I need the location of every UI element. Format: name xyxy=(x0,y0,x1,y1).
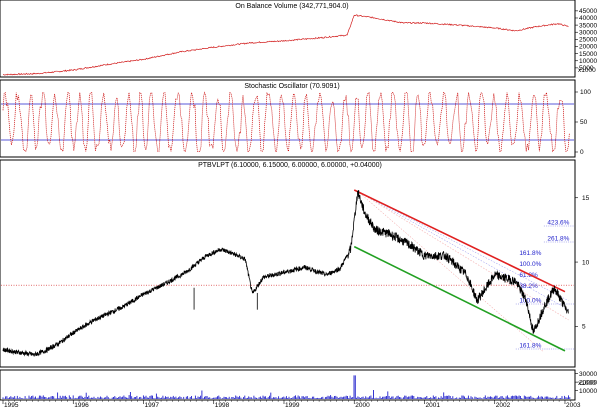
price-tick-label: 5 xyxy=(582,324,586,331)
volume-tick-label: 30000 xyxy=(579,371,597,378)
obv-tick-label: 25000 xyxy=(579,37,597,44)
obv-tick-label: 45000 xyxy=(579,8,597,15)
obv-tick-label: 10000 xyxy=(579,58,597,65)
x-tick-label: 1995 xyxy=(4,402,19,408)
volume-panel-frame xyxy=(0,369,576,401)
axis-layer: 1995 1996 1997 1998 1999 2000 2001 2002 2003 xyxy=(2,400,581,408)
obv-tick-label: 5000 xyxy=(579,65,594,72)
price-panel-frame xyxy=(0,159,576,368)
fib-minor-label: 100.0% xyxy=(519,261,541,268)
price-layer: 423.6% 261.8% 100.0% 161.8% 161.8% 100.0% 61.8… xyxy=(1,189,590,358)
x-tick-label: 2002 xyxy=(496,402,511,408)
stochastic-line xyxy=(2,91,570,153)
volume-tick-label: 20000 xyxy=(579,379,597,386)
stochastic-panel-frame xyxy=(0,79,576,158)
fib-label: 161.8% xyxy=(519,343,541,350)
stochastic-layer: 100 50 0 xyxy=(1,89,591,156)
obv-unit-label: x1000 xyxy=(578,67,596,74)
x-tick-label: 1999 xyxy=(285,402,300,408)
obv-layer: 4500040000350003000025000200001500010000… xyxy=(2,8,597,76)
x-tick-label: 2003 xyxy=(566,402,581,408)
obv-tick-label: 40000 xyxy=(579,15,597,22)
fan-line xyxy=(357,191,545,353)
obv-tick-label: 35000 xyxy=(579,22,597,29)
stochastic-title: Stochastic Oscillator (70.9091) xyxy=(244,83,339,90)
volume-unit-label: x1000 xyxy=(578,380,596,387)
price-tick-label: 15 xyxy=(582,195,590,202)
fib-minor-label: 161.8% xyxy=(519,250,541,257)
obv-tick-label: 30000 xyxy=(579,29,597,36)
obv-line xyxy=(2,14,569,76)
obv-tick-label: 20000 xyxy=(579,44,597,51)
price-title: PTBVLPT (6.10000, 6.15000, 6.00000, 6.00… xyxy=(198,162,382,169)
fan-line xyxy=(357,191,569,321)
obv-tick-label: 15000 xyxy=(579,51,597,58)
x-tick-label: 2000 xyxy=(355,402,370,408)
price-tick-label: 10 xyxy=(582,259,590,266)
stochastic-tick-label: 0 xyxy=(580,149,584,156)
obv-title: On Balance Volume (342,771,904.0) xyxy=(235,3,348,10)
fib-minor-label: 61.8% xyxy=(519,272,538,279)
fib-label: 261.8% xyxy=(547,236,569,243)
fib-label: 423.6% xyxy=(547,220,569,227)
stochastic-tick-label: 100 xyxy=(580,89,591,96)
x-tick-label: 1998 xyxy=(215,402,230,408)
stochastic-tick-label: 50 xyxy=(580,119,588,126)
trend-channel-lower xyxy=(353,245,566,352)
volume-tick-label: 10000 xyxy=(579,388,597,395)
x-tick-label: 1997 xyxy=(144,402,159,408)
obv-panel-frame xyxy=(0,0,576,78)
fib-label: 100.0% xyxy=(519,298,541,305)
x-tick-label: 2001 xyxy=(425,402,440,408)
fan-line xyxy=(357,191,569,310)
x-tick-label: 1996 xyxy=(74,402,89,408)
panel-frames xyxy=(0,0,576,401)
fib-minor-label: 38.2% xyxy=(519,283,538,290)
price-line xyxy=(2,189,569,358)
trend-channel-upper xyxy=(353,189,566,293)
